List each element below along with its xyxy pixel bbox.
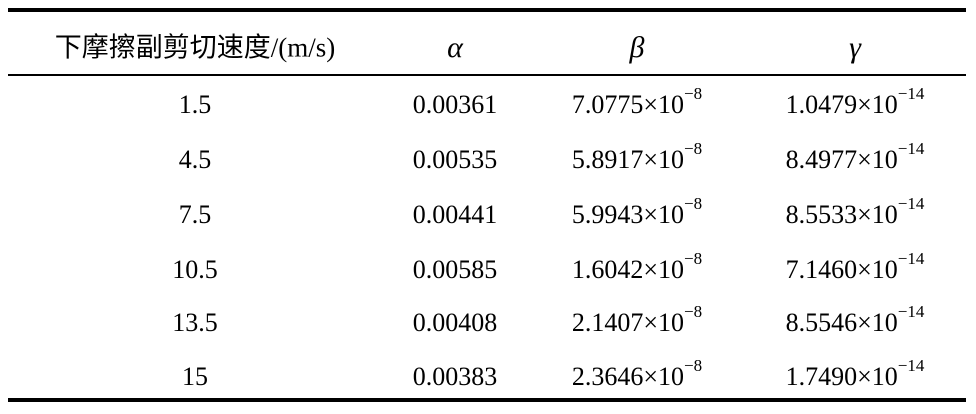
table-cell: 0.00408 (412, 308, 498, 337)
table-cell: 8.4977×10−14 (785, 140, 925, 174)
mantissa: 8.4977×10 (785, 145, 898, 174)
table-cell: 0.00383 (412, 362, 498, 391)
mantissa: 5.8917×10 (571, 145, 685, 174)
table-cell: 1.5 (178, 90, 212, 119)
header-cell: α (447, 31, 463, 64)
exponent: −14 (897, 356, 925, 376)
table-cell: 7.0775×10−8 (571, 85, 702, 119)
table-cell: 2.3646×10−8 (571, 357, 702, 391)
table-cell: 13.5 (172, 308, 218, 337)
table-cell: 5.8917×10−8 (571, 140, 702, 174)
mantissa: 5.9943×10 (571, 200, 685, 229)
table-cell: 0.00441 (412, 200, 498, 229)
mantissa: 7.1460×10 (785, 255, 898, 284)
table-cell: 7.5 (178, 200, 212, 229)
mantissa: 8.5533×10 (785, 200, 898, 229)
mantissa: 2.1407×10 (571, 308, 685, 337)
exponent: −8 (684, 302, 703, 322)
table-cell: 1.0479×10−14 (785, 85, 925, 119)
header-cell: 下摩擦副剪切速度/(m/s) (54, 32, 336, 63)
table-cell: 5.9943×10−8 (571, 195, 702, 229)
exponent: −14 (897, 302, 925, 322)
table-cell: 1.7490×10−14 (785, 357, 925, 391)
table-cell: 2.1407×10−8 (571, 303, 702, 337)
table-cell: 0.00361 (412, 90, 498, 119)
table-cell: 0.00585 (412, 255, 498, 284)
top-rule (8, 8, 966, 12)
exponent: −14 (897, 194, 925, 214)
table-cell: 8.5533×10−14 (785, 195, 925, 229)
table-cell: 10.5 (172, 255, 218, 284)
bottom-rule (8, 398, 966, 402)
header-cell: β (629, 31, 645, 64)
table-cell: 1.6042×10−8 (571, 250, 702, 284)
table-cell: 4.5 (178, 145, 212, 174)
exponent: −8 (684, 84, 703, 104)
mantissa: 7.0775×10 (571, 90, 685, 119)
mantissa: 2.3646×10 (571, 362, 685, 391)
mantissa: 8.5546×10 (785, 308, 898, 337)
mantissa: 1.0479×10 (785, 90, 898, 119)
exponent: −8 (684, 139, 703, 159)
exponent: −8 (684, 194, 703, 214)
exponent: −14 (897, 249, 925, 269)
table-cell: 15 (182, 362, 208, 391)
exponent: −14 (897, 84, 925, 104)
mantissa: 1.6042×10 (571, 255, 685, 284)
table-cell: 0.00535 (412, 145, 498, 174)
exponent: −8 (684, 356, 703, 376)
exponent: −8 (684, 249, 703, 269)
header-cell: γ (849, 31, 861, 64)
header-rule (8, 74, 966, 76)
mantissa: 1.7490×10 (785, 362, 898, 391)
table-cell: 7.1460×10−14 (785, 250, 925, 284)
table-cell: 8.5546×10−14 (785, 303, 925, 337)
exponent: −14 (897, 139, 925, 159)
